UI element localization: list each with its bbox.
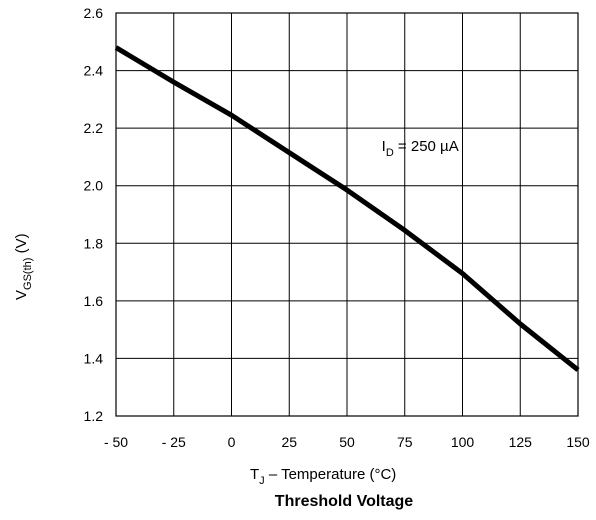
series-lines xyxy=(114,45,580,372)
y-tick-label: 1.8 xyxy=(84,235,104,251)
annotation-rest: = 250 µA xyxy=(394,138,459,155)
y-tick-label: 1.2 xyxy=(84,408,104,424)
x-axis-label-rest: – Temperature (°C) xyxy=(265,466,397,483)
y-tick-label: 2.4 xyxy=(84,63,104,79)
y-tick-label: 1.6 xyxy=(84,293,104,309)
y-axis-label: VGS(th) (V) xyxy=(13,233,34,300)
x-tick-label: - 50 xyxy=(104,434,128,450)
y-tick-label: 2.0 xyxy=(84,178,104,194)
x-tick-labels: - 50 - 25 0 25 50 75 100 125 150 xyxy=(104,434,590,450)
chart-title: Threshold Voltage xyxy=(275,493,413,510)
x-tick-label: 150 xyxy=(566,434,590,450)
plot-frame xyxy=(115,12,579,417)
x-axis-label-sub: J xyxy=(259,475,265,487)
annotation-sub: D xyxy=(386,147,394,159)
y-tick-labels: 1.2 1.4 1.6 1.8 2.0 2.2 2.4 2.6 xyxy=(84,5,104,424)
x-tick-label: 125 xyxy=(509,434,533,450)
x-axis-label: TJ – Temperature (°C) xyxy=(250,466,396,487)
x-tick-label: - 25 xyxy=(162,434,186,450)
x-axis-label-main: T xyxy=(250,466,259,483)
y-tick-label: 2.6 xyxy=(84,5,104,21)
x-tick-label: 0 xyxy=(228,434,236,450)
annotation-main: I xyxy=(382,138,386,155)
x-tick-label: 75 xyxy=(397,434,413,450)
y-axis-label-main: V xyxy=(13,290,30,300)
y-tick-label: 2.2 xyxy=(84,120,104,136)
y-axis-label-rest: (V) xyxy=(13,233,30,257)
annotation-label: ID = 250 µA xyxy=(382,138,459,159)
x-tick-label: 50 xyxy=(339,434,355,450)
y-tick-label: 1.4 xyxy=(84,350,104,366)
grid-lines xyxy=(115,12,579,417)
x-tick-label: 100 xyxy=(451,434,475,450)
x-tick-label: 25 xyxy=(281,434,297,450)
series-line xyxy=(114,45,580,372)
y-axis-label-sub: GS(th) xyxy=(22,258,34,290)
